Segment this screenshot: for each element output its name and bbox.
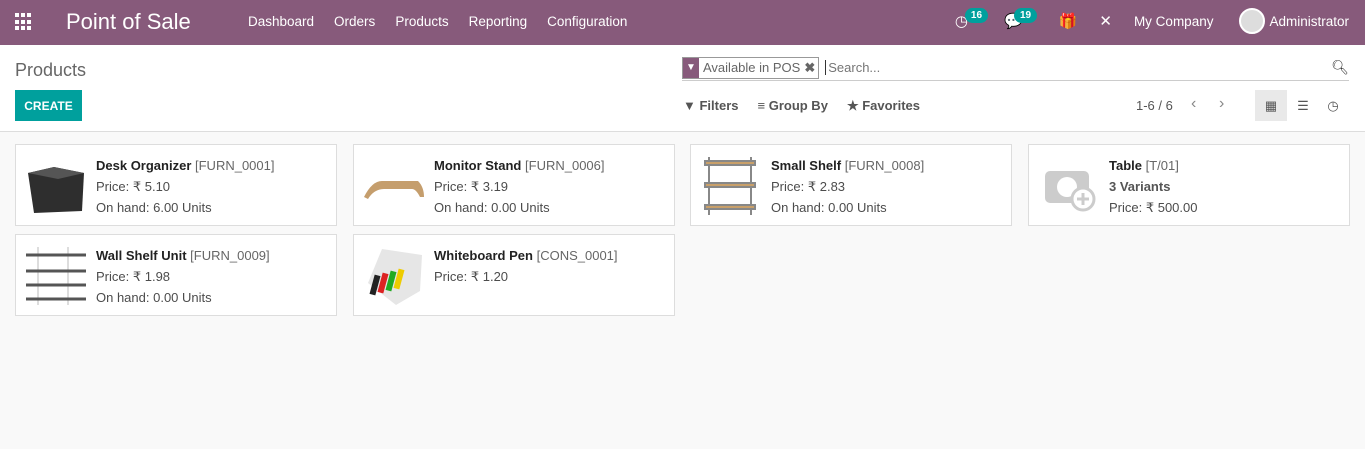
search-input[interactable] xyxy=(825,60,1332,75)
product-detail: On hand: 0.00 Units xyxy=(771,200,887,215)
product-code: [CONS_0001] xyxy=(536,248,618,263)
company-switcher[interactable]: My Company xyxy=(1133,13,1214,29)
product-detail: Price: ₹ 500.00 xyxy=(1109,200,1198,215)
product-code: [T/01] xyxy=(1145,158,1179,173)
avatar[interactable] xyxy=(1239,8,1266,34)
favorites-button[interactable]: ★ Favorites xyxy=(846,98,921,113)
filter-facet: ▼ Available in POS ✖ xyxy=(682,56,820,79)
messages-badge: 19 xyxy=(1013,8,1038,23)
pager-value[interactable]: 1-6 / 6 xyxy=(1136,98,1173,113)
product-variants: 3 Variants xyxy=(1109,179,1171,194)
product-name: Whiteboard Pen xyxy=(434,248,533,263)
top-navbar: Point of Sale Dashboard Orders Products … xyxy=(0,0,1365,45)
user-menu[interactable]: Administrator xyxy=(1269,13,1349,29)
pager-next-icon[interactable]: › xyxy=(1219,95,1225,112)
product-price: Price: ₹ 2.83 xyxy=(771,179,846,194)
product-name: Small Shelf xyxy=(771,158,842,173)
menu-reporting[interactable]: Reporting xyxy=(468,14,528,29)
group-by-button[interactable]: ≡ Group By xyxy=(757,98,828,113)
product-code: [FURN_0006] xyxy=(525,158,605,173)
product-code: [FURN_0009] xyxy=(190,248,270,263)
filters-label: Filters xyxy=(699,98,739,113)
menu-orders[interactable]: Orders xyxy=(334,14,376,29)
menu-configuration[interactable]: Configuration xyxy=(547,14,628,29)
search-icon[interactable]: 🔍︎ xyxy=(1331,59,1349,75)
product-price: Price: ₹ 3.19 xyxy=(434,179,509,194)
product-code: [FURN_0001] xyxy=(195,158,275,173)
create-button[interactable]: CREATE xyxy=(15,90,82,121)
gift-icon[interactable]: 🎁 xyxy=(1058,13,1078,30)
messages-icon[interactable]: 💬 19 xyxy=(1004,8,1038,30)
search-bar: ▼ Available in POS ✖ 🔍︎ xyxy=(682,55,1349,81)
whiteboard-pens-image xyxy=(362,243,426,307)
menu-products[interactable]: Products xyxy=(395,14,449,29)
desk-organizer-image xyxy=(24,153,88,217)
product-name: Table xyxy=(1109,158,1142,173)
activity-view-icon[interactable]: ◷ xyxy=(1327,98,1339,113)
menu-dashboard[interactable]: Dashboard xyxy=(248,14,315,29)
product-card[interactable]: Table [T/01] 3 Variants Price: ₹ 500.00 xyxy=(1028,144,1350,226)
product-card[interactable]: Small Shelf [FURN_0008] Price: ₹ 2.83 On… xyxy=(690,144,1012,226)
kanban-view-icon[interactable]: ▦ xyxy=(1255,90,1287,121)
facet-label: Available in POS xyxy=(703,60,801,75)
product-detail: On hand: 6.00 Units xyxy=(96,200,212,215)
small-shelf-image xyxy=(699,153,763,217)
group-by-label: Group By xyxy=(768,98,828,113)
activity-icon[interactable]: ◷ 16 xyxy=(955,8,989,30)
apps-menu-icon[interactable] xyxy=(15,13,33,31)
activity-badge: 16 xyxy=(964,8,989,23)
product-card[interactable]: Whiteboard Pen [CONS_0001] Price: ₹ 1.20 xyxy=(353,234,675,316)
filters-button[interactable]: ▼ Filters xyxy=(683,98,739,113)
pager-previous-icon[interactable]: ‹ xyxy=(1191,95,1197,112)
product-card[interactable]: Monitor Stand [FURN_0006] Price: ₹ 3.19 … xyxy=(353,144,675,226)
product-price: Price: ₹ 5.10 xyxy=(96,179,171,194)
wall-shelf-image xyxy=(24,243,88,307)
monitor-stand-image xyxy=(362,153,426,217)
product-name: Wall Shelf Unit xyxy=(96,248,187,263)
product-price: Price: ₹ 1.20 xyxy=(434,269,509,284)
product-detail: On hand: 0.00 Units xyxy=(434,200,550,215)
app-brand: Point of Sale xyxy=(66,9,191,34)
favorites-label: Favorites xyxy=(862,98,921,113)
remove-facet-icon[interactable]: ✖ xyxy=(804,59,816,75)
product-code: [FURN_0008] xyxy=(844,158,925,173)
product-card[interactable]: Desk Organizer [FURN_0001] Price: ₹ 5.10… xyxy=(15,144,337,226)
product-name: Desk Organizer xyxy=(96,158,192,173)
tools-icon[interactable]: ✕ xyxy=(1099,13,1112,30)
page-title: Products xyxy=(15,60,87,80)
filter-icon: ▼ xyxy=(683,57,699,78)
product-detail: On hand: 0.00 Units xyxy=(96,290,212,305)
list-view-icon[interactable]: ☰ xyxy=(1297,98,1309,113)
product-name: Monitor Stand xyxy=(434,158,522,173)
control-panel: Products CREATE ▼ Available in POS ✖ 🔍︎ … xyxy=(0,45,1365,132)
product-price: Price: ₹ 1.98 xyxy=(96,269,171,284)
placeholder-camera-image xyxy=(1037,153,1101,217)
product-card[interactable]: Wall Shelf Unit [FURN_0009] Price: ₹ 1.9… xyxy=(15,234,337,316)
